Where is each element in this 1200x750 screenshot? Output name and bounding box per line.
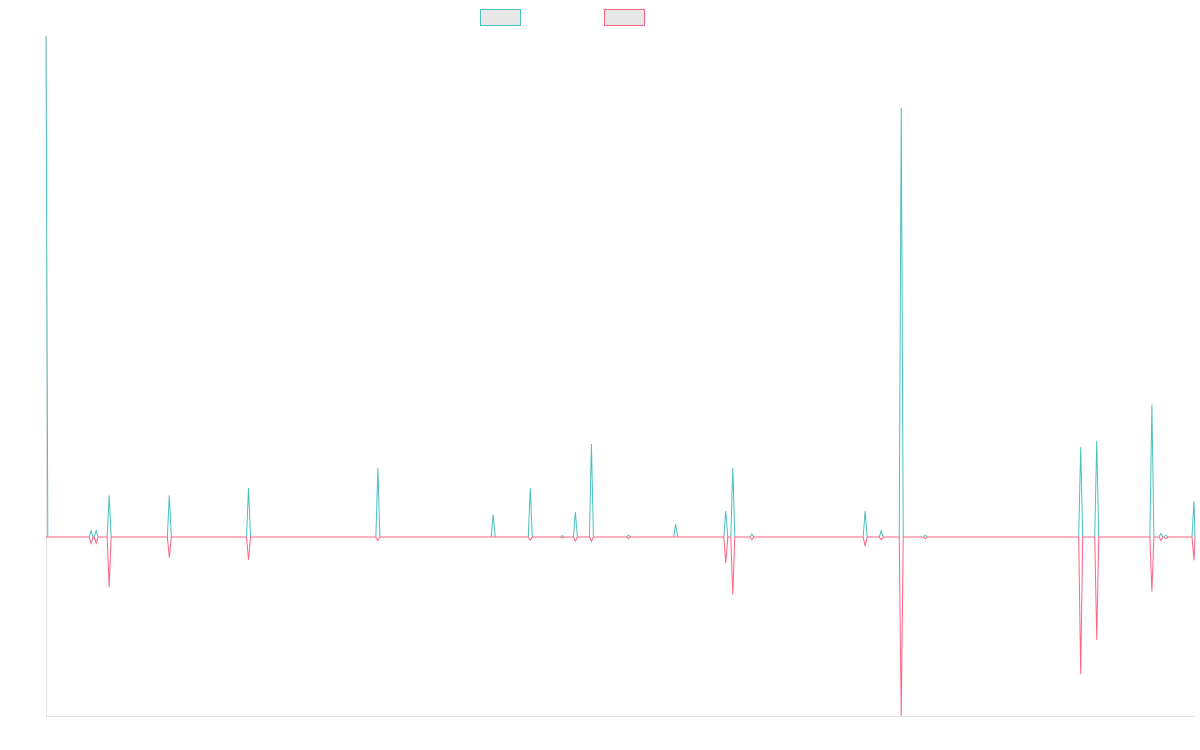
legend[interactable] bbox=[480, 9, 645, 26]
series-group bbox=[45, 35, 1196, 717]
legend-swatch-1[interactable] bbox=[480, 9, 521, 26]
legend-swatch-2[interactable] bbox=[604, 9, 645, 26]
series-line-2 bbox=[46, 536, 1196, 717]
series-line-1 bbox=[45, 35, 1196, 538]
